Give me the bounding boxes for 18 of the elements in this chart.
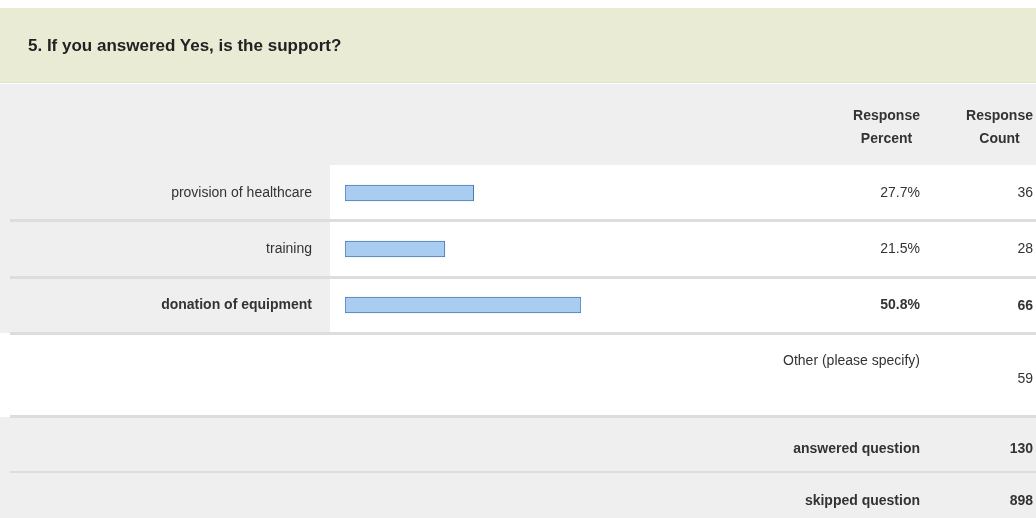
text: 66	[1017, 296, 1033, 315]
y-tick-label: donation of equipment	[161, 295, 313, 312]
data-label: 27.7%	[880, 183, 920, 200]
text: Response Count	[966, 106, 1033, 148]
y-tick-label: provision of healthcare	[171, 183, 313, 200]
data-label: 21.5%	[880, 239, 920, 256]
text: answered question	[793, 439, 920, 458]
text: 36	[1017, 183, 1033, 202]
text: 28	[1017, 239, 1033, 258]
text: 59	[1017, 369, 1033, 388]
text: 130	[1009, 439, 1033, 458]
text: 5. If you answered Yes, is the support?	[0, 8, 1036, 83]
data-label: 50.8%	[880, 295, 921, 312]
text: 898	[1009, 491, 1033, 510]
y-tick-label: training	[266, 239, 312, 256]
text: Other (please specify)	[783, 351, 920, 370]
text: skipped question	[804, 491, 920, 510]
text: Response Percent	[853, 106, 920, 148]
